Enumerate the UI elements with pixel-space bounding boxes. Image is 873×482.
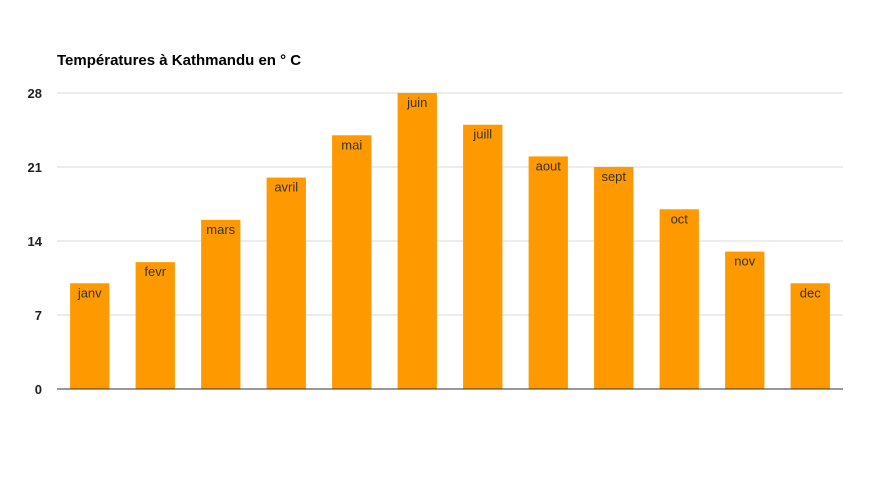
bar-juill — [463, 124, 503, 389]
bar-sept — [594, 167, 634, 389]
bars — [70, 93, 830, 389]
bar-aout — [528, 156, 568, 389]
bar-janv — [70, 283, 110, 389]
bar-labels: janv fevr mars avril mai juin juill aout sept oct… — [77, 95, 821, 300]
bar-label-aout: aout — [536, 158, 562, 173]
bar-fevr — [135, 262, 175, 389]
y-tick-label: 21 — [28, 160, 42, 175]
bar-juin — [397, 93, 437, 389]
bar-label-nov: nov — [734, 254, 755, 269]
bar-label-fevr: fevr — [144, 264, 166, 279]
bar-nov — [725, 251, 765, 389]
bar-label-janv: janv — [77, 285, 102, 300]
bar-label-mai: mai — [341, 137, 362, 152]
bar-label-oct: oct — [671, 211, 689, 226]
bar-avril — [266, 177, 306, 389]
chart-title: Températures à Kathmandu en ° C — [57, 52, 302, 69]
bar-mai — [332, 135, 372, 389]
bar-label-avril: avril — [274, 180, 298, 195]
bar-oct — [659, 209, 699, 389]
bar-dec — [790, 283, 830, 389]
bar-mars — [201, 219, 241, 389]
bar-label-juin: juin — [406, 95, 427, 110]
bar-label-dec: dec — [800, 285, 821, 300]
y-tick-label: 7 — [35, 308, 42, 323]
y-axis-ticks: 0 7 14 21 28 — [28, 86, 43, 397]
bar-label-juill: juill — [472, 127, 492, 142]
y-tick-label: 14 — [28, 234, 43, 249]
bar-label-sept: sept — [601, 169, 626, 184]
gridlines — [57, 92, 843, 316]
bar-label-mars: mars — [206, 222, 235, 237]
y-tick-label: 28 — [28, 86, 42, 101]
y-tick-label: 0 — [35, 382, 42, 397]
